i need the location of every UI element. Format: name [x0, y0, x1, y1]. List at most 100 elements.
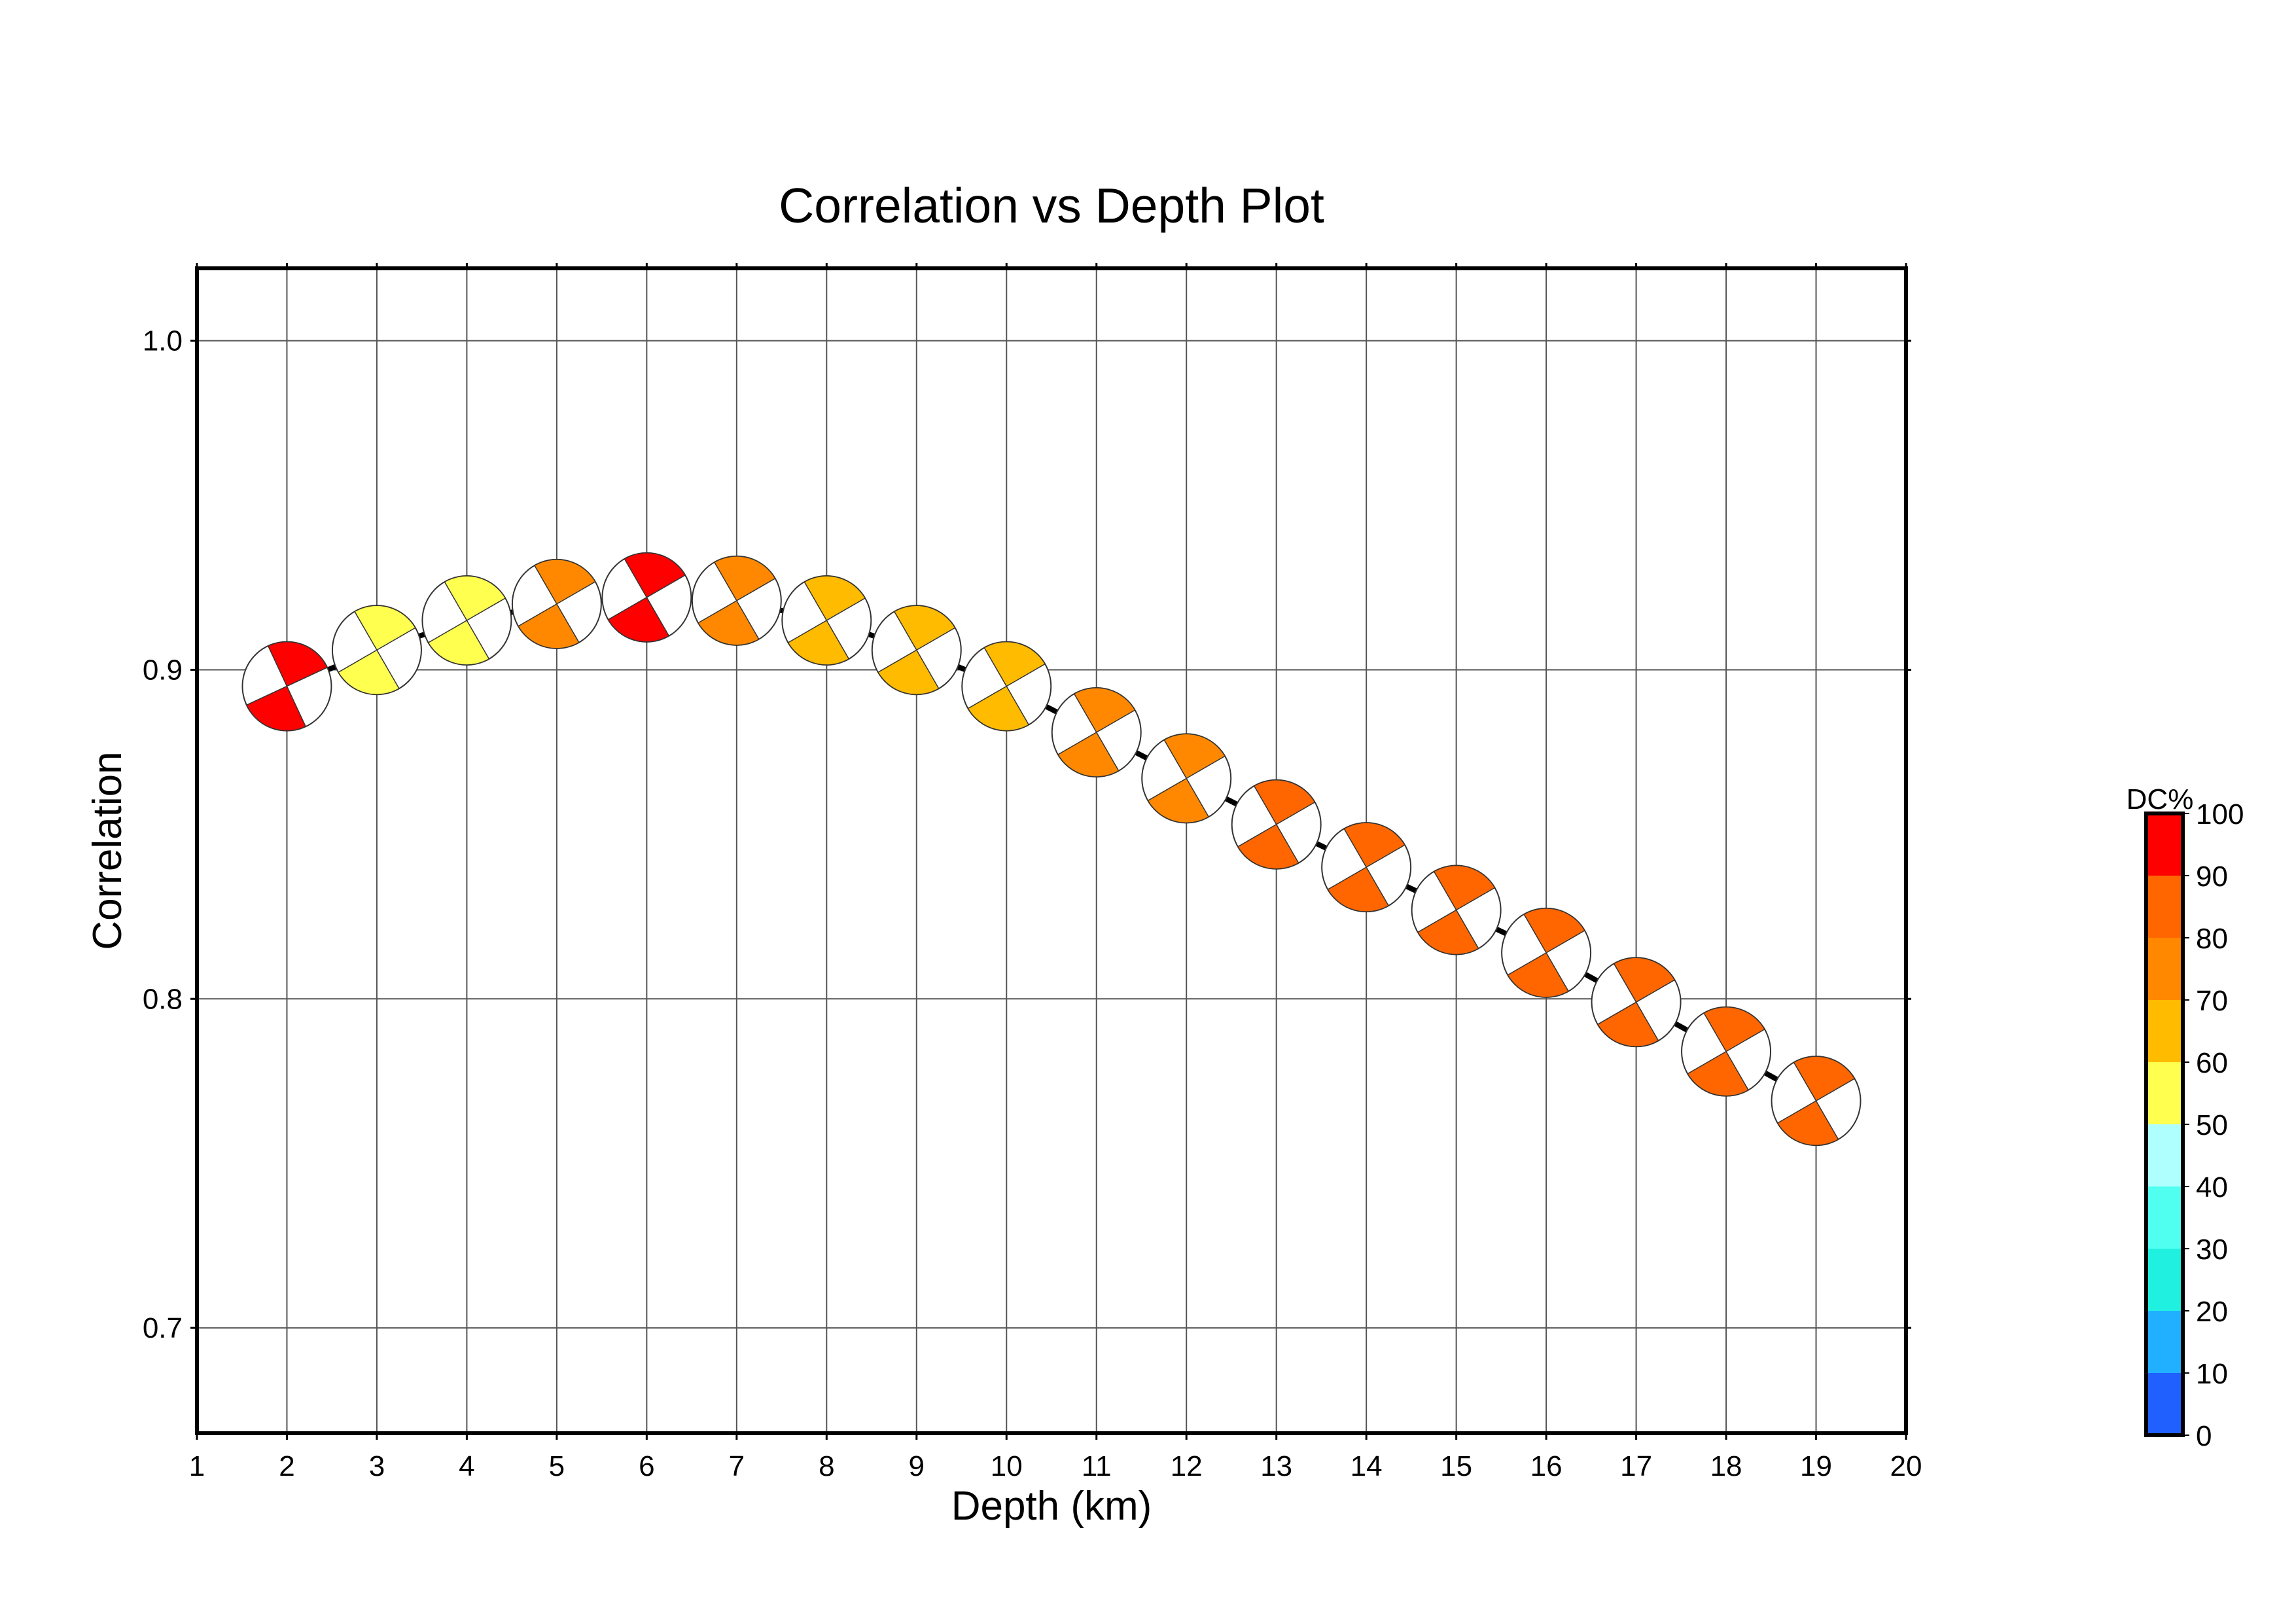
beachball-marker: [961, 641, 1052, 732]
beachball-marker: [601, 552, 692, 643]
beachball-marker: [241, 641, 332, 732]
beachball-quadrant: [1776, 1100, 1839, 1146]
beachball-marker: [781, 575, 872, 666]
beachball-quadrant: [967, 685, 1030, 732]
beachball-quadrant: [353, 605, 416, 651]
beachball-quadrant: [517, 603, 580, 649]
beachball-marker: [1681, 1006, 1772, 1097]
beachball-quadrant: [1687, 1050, 1750, 1097]
colorbar-band: [2146, 1249, 2183, 1311]
beachball-marker: [1501, 907, 1592, 998]
beachball-quadrant: [1163, 733, 1226, 779]
beachball-quadrant: [1703, 1007, 1765, 1052]
beachball-marker: [1051, 687, 1142, 777]
beachball-quadrant: [427, 619, 490, 666]
x-tick-label: 5: [549, 1450, 565, 1482]
colorbar-band: [2146, 876, 2183, 938]
x-axis-label: Depth (km): [951, 1484, 1152, 1529]
x-tick-label: 8: [819, 1450, 834, 1482]
colorbar-band: [2146, 1000, 2183, 1062]
beachball-quadrant: [893, 605, 956, 651]
colorbar-tick-label: 60: [2196, 1047, 2228, 1079]
x-tick-label: 13: [1260, 1450, 1292, 1482]
colorbar-band: [2146, 938, 2183, 1000]
beachball-quadrant: [1057, 731, 1120, 777]
beachball-quadrant: [533, 559, 596, 605]
beachball-quadrant: [245, 685, 307, 732]
x-tick-label: 16: [1530, 1450, 1563, 1482]
colorbar-tick-label: 50: [2196, 1109, 2228, 1141]
x-tick-label: 15: [1440, 1450, 1472, 1482]
colorbar-band: [2146, 813, 2183, 876]
beachball-quadrant: [1793, 1056, 1856, 1102]
beachball-quadrant: [338, 649, 400, 695]
x-tick-label: 3: [369, 1450, 385, 1482]
beachball-markers: [241, 552, 1862, 1147]
beachball-quadrant: [1073, 687, 1136, 734]
x-tick-label: 9: [909, 1450, 925, 1482]
beachball-quadrant: [1417, 909, 1479, 955]
beachball-quadrant: [1613, 957, 1676, 1003]
colorbar-tick-label: 10: [2196, 1358, 2228, 1390]
colorbar-tick-label: 80: [2196, 923, 2228, 955]
x-tick-label: 14: [1351, 1450, 1383, 1482]
y-axis-label: Correlation: [85, 751, 130, 950]
beachball-marker: [1771, 1056, 1862, 1147]
colorbar-tick-label: 0: [2196, 1420, 2212, 1452]
x-tick-label: 2: [279, 1450, 294, 1482]
beachball-quadrant: [877, 649, 940, 695]
beachball-marker: [871, 605, 962, 696]
colorbar-band: [2146, 1311, 2183, 1373]
colorbar-tick-label: 70: [2196, 985, 2228, 1017]
beachball-quadrant: [1327, 866, 1390, 912]
beachball-marker: [1321, 822, 1412, 913]
colorbar-band: [2146, 1186, 2183, 1249]
colorbar-tick-label: 90: [2196, 861, 2228, 893]
x-tick-label: 12: [1171, 1450, 1203, 1482]
beachball-quadrant: [1237, 823, 1299, 870]
beachball-marker: [511, 558, 602, 649]
beachball-quadrant: [607, 596, 670, 643]
colorbar-frame: [2144, 812, 2185, 1437]
y-tick-label: 1.0: [143, 325, 183, 357]
beachball-quadrant: [1597, 1001, 1659, 1048]
x-tick-label: 18: [1710, 1450, 1742, 1482]
x-tick-label: 17: [1620, 1450, 1652, 1482]
colorbar-band: [2146, 1062, 2183, 1124]
x-tick-label: 10: [991, 1450, 1023, 1482]
plot-frame: [195, 266, 1908, 1435]
colorbar-tick-label: 30: [2196, 1234, 2228, 1266]
colorbar-band: [2146, 1373, 2183, 1435]
beachball-marker: [691, 555, 782, 646]
x-tick-label: 6: [639, 1450, 654, 1482]
beachball-quadrant: [1523, 908, 1586, 954]
beachball-quadrant: [804, 575, 866, 622]
beachball-marker: [331, 605, 422, 696]
y-tick-label: 0.7: [143, 1312, 183, 1344]
dc-colorbar: DC% 0 10 20 30 40 50 60 70 80 90 100: [2127, 783, 2244, 1452]
beachball-quadrant: [1433, 865, 1496, 911]
y-tick-label: 0.9: [143, 654, 183, 686]
colorbar-tick-label: 40: [2196, 1171, 2228, 1204]
beachball-marker: [1141, 733, 1232, 824]
axis-ticks: 1 2 3 4 5 6 7 8 9 10 11 12 13 14 15 16 17 18 19 200.70.80.9…: [143, 263, 1922, 1482]
beachball-quadrant: [1253, 779, 1316, 825]
beachball-quadrant: [1507, 952, 1570, 998]
beachball-marker: [1411, 865, 1502, 955]
chart-title: Correlation vs Depth Plot: [779, 178, 1324, 233]
beachball-quadrant: [267, 641, 328, 687]
colorbar-band: [2146, 1124, 2183, 1186]
beachball-quadrant: [624, 552, 686, 598]
y-tick-label: 0.8: [143, 983, 183, 1015]
x-tick-label: 1: [189, 1450, 205, 1482]
beachball-quadrant: [444, 575, 506, 622]
beachball-quadrant: [1343, 822, 1406, 868]
x-tick-label: 7: [729, 1450, 745, 1482]
colorbar-tick-label: 20: [2196, 1296, 2228, 1328]
x-tick-label: 20: [1890, 1450, 1922, 1482]
beachball-marker: [1591, 957, 1682, 1048]
beachball-marker: [421, 575, 512, 666]
x-tick-label: 4: [459, 1450, 474, 1482]
